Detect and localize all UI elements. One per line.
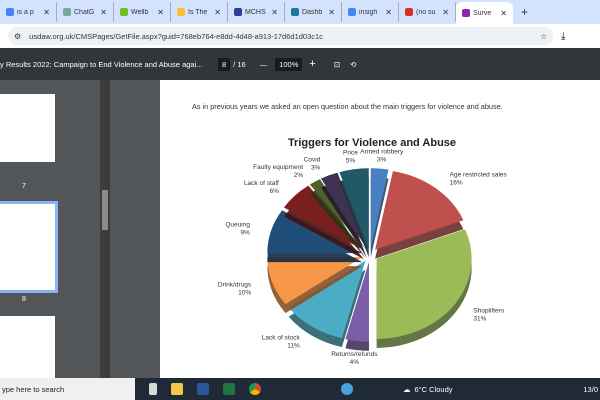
tab-5[interactable]: Dashb ✕ [285, 2, 342, 22]
clock-date[interactable]: 13/0 [583, 384, 598, 394]
pie-slice-depth [309, 188, 366, 259]
zoom-out-button[interactable]: — [259, 59, 268, 69]
close-tab-icon[interactable]: ✕ [100, 7, 107, 17]
pie-slice-price [339, 168, 369, 249]
site-settings-icon[interactable]: ⚙ [14, 31, 22, 41]
weather-icon: ☁ [403, 384, 411, 394]
sidebar-scrollbar[interactable] [100, 80, 110, 378]
thumbnail-number: 8 [22, 296, 26, 303]
weather-text[interactable]: 6°C Cloudy [414, 384, 453, 394]
pie-slice-lack-of-stock [288, 260, 366, 339]
address-bar-row: ⚙ usdaw.org.uk/CMSPages/GetFile.aspx?guid… [0, 24, 600, 48]
favicon-icon [120, 8, 128, 16]
slice-label: Shoplifters 31% [473, 307, 504, 322]
thumbnail-sidebar: 7 8 [0, 80, 100, 378]
tab-title: insigh [359, 8, 378, 16]
fit-page-icon[interactable]: ⊡ [333, 59, 341, 69]
page-total: / 16 [233, 59, 246, 69]
close-tab-icon[interactable]: ✕ [442, 7, 449, 17]
excel-icon[interactable] [223, 383, 235, 395]
close-tab-icon[interactable]: ✕ [43, 7, 50, 17]
tab-title: is a p [17, 8, 34, 16]
close-tab-icon[interactable]: ✕ [271, 7, 278, 17]
thumbnail-page-8[interactable] [0, 201, 58, 293]
new-tab-button[interactable]: + [521, 5, 529, 19]
favicon-icon [291, 8, 299, 16]
pdf-toolbar: y Results 2022: Campaign to End Violence… [0, 48, 600, 80]
tab-strip: is a p ✕ ChatG ✕ Wellb ✕ Is The ✕ MCHS ✕ Dashb ✕ ins… [0, 0, 600, 24]
word-icon[interactable] [197, 383, 209, 395]
tab-6[interactable]: insigh ✕ [342, 2, 399, 22]
chart-title: Triggers for Violence and Abuse [288, 137, 456, 149]
pie-slice-armed-robbery [370, 168, 389, 249]
rotate-icon[interactable]: ⟲ [350, 59, 357, 69]
tab-7[interactable]: (no su ✕ [399, 2, 456, 22]
thumbnail-number: 7 [22, 183, 26, 190]
slice-label: Returns/refunds 4% [331, 351, 378, 366]
tab-4[interactable]: MCHS ✕ [228, 2, 285, 22]
slice-label: Lack of stock 11% [262, 334, 301, 349]
tab-3[interactable]: Is The ✕ [171, 2, 228, 22]
favicon-icon [177, 8, 185, 16]
favicon-icon [6, 8, 14, 16]
pdf-title: y Results 2022: Campaign to End Violence… [0, 59, 203, 69]
tab-title: Surve [473, 9, 492, 17]
tab-title: MCHS [245, 8, 266, 16]
slice-label: Armed robbery 3% [360, 148, 404, 163]
favicon-icon [462, 9, 470, 17]
pie-slice-covid [321, 172, 367, 249]
tab-title: Dashb [302, 8, 323, 16]
favicon-icon [234, 8, 242, 16]
tab-8[interactable]: Surve ✕ [456, 2, 513, 24]
zoom-level[interactable]: 100% [275, 57, 303, 71]
tab-title: ChatG [74, 8, 95, 16]
chrome-icon[interactable] [249, 383, 261, 395]
url-text: usdaw.org.uk/CMSPages/GetFile.aspx?guid=… [29, 31, 323, 41]
download-icon[interactable]: ⤓ [561, 30, 566, 42]
scrollbar-thumb[interactable] [102, 190, 108, 230]
close-tab-icon[interactable]: ✕ [157, 7, 164, 17]
pie-slice-returns-refunds [345, 261, 369, 342]
tab-1[interactable]: ChatG ✕ [57, 2, 114, 22]
slice-label: Queuing 9% [225, 222, 250, 237]
task-view-icon[interactable] [149, 383, 157, 395]
pie-slice-depth [321, 181, 367, 258]
close-tab-icon[interactable]: ✕ [214, 7, 221, 17]
pie-slice-age-restricted-sales [375, 171, 464, 250]
tab-title: Is The [188, 8, 208, 16]
tab-title: Wellb [131, 8, 149, 16]
page-paragraph: As in previous years we asked an open qu… [192, 102, 503, 111]
slice-label: Faulty equipment 2% [253, 164, 303, 179]
page-number-input[interactable]: 8 [218, 57, 231, 71]
pie-slice-lack-of-staff [283, 185, 365, 251]
slice-label: Covid 3% [304, 156, 321, 171]
zoom-in-button[interactable]: + [309, 58, 316, 70]
slice-label: Price 5% [343, 149, 358, 164]
favicon-icon [405, 8, 413, 16]
taskbar-search[interactable]: ype here to search [0, 378, 135, 400]
slice-label: Drink/drugs 10% [218, 282, 252, 297]
slice-label: Lack of staff 6% [244, 180, 279, 195]
close-tab-icon[interactable]: ✕ [328, 7, 335, 17]
help-icon[interactable] [341, 383, 353, 395]
close-tab-icon[interactable]: ✕ [385, 7, 392, 17]
tab-0[interactable]: is a p ✕ [0, 2, 57, 22]
file-explorer-icon[interactable] [171, 383, 183, 395]
thumbnail-page-7[interactable] [0, 94, 55, 162]
pie-chart: Armed robbery 3% Age restricted sales 16% Sh… [218, 137, 508, 366]
bookmark-star-icon[interactable]: ☆ [540, 31, 547, 41]
taskbar: ype here to search ☁ 6°C Cloudy 13/0 [0, 378, 600, 400]
url-input[interactable]: ⚙ usdaw.org.uk/CMSPages/GetFile.aspx?guid… [8, 27, 553, 45]
pie-slice-shoplifters [376, 229, 472, 339]
favicon-icon [63, 8, 71, 16]
thumbnail-page-9[interactable] [0, 316, 55, 378]
pie-slice-drink-drugs [267, 257, 363, 305]
slice-label: Age restricted sales 16% [450, 171, 508, 186]
favicon-icon [348, 8, 356, 16]
close-tab-icon[interactable]: ✕ [500, 8, 507, 18]
tab-title: (no su [416, 8, 436, 16]
tab-2[interactable]: Wellb ✕ [114, 2, 171, 22]
